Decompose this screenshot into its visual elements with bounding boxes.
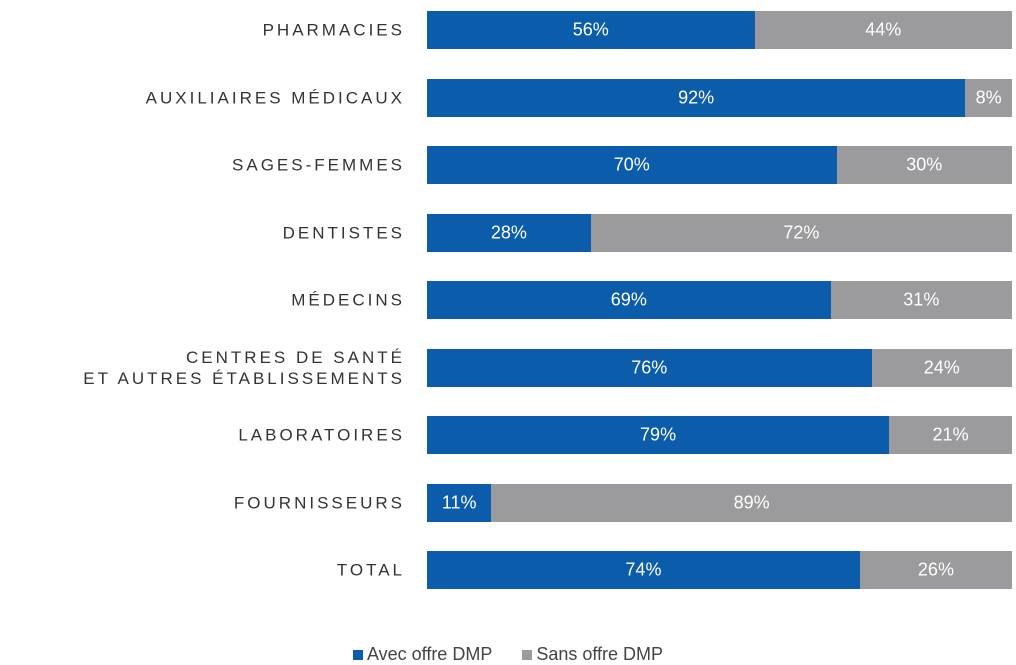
bar-segment — [427, 11, 755, 49]
category-label: AUXILIAIRES MÉDICAUX — [145, 88, 405, 107]
value-label: 76% — [631, 357, 668, 377]
value-label: 89% — [733, 492, 770, 512]
legend-label: Sans offre DMP — [536, 644, 664, 664]
legend-item: Avec offre DMP — [352, 644, 493, 665]
category-label: FOURNISSEURS — [233, 493, 405, 512]
value-label: 30% — [906, 154, 943, 175]
category-label: DENTISTES — [282, 223, 405, 242]
value-label: 28% — [490, 222, 527, 242]
legend-swatch — [522, 649, 533, 660]
value-label: 44% — [865, 19, 902, 40]
value-label: 70% — [613, 154, 650, 175]
bar-segment — [871, 348, 1012, 387]
value-label: 72% — [783, 222, 820, 242]
value-label: 21% — [932, 424, 969, 445]
bar-segment — [754, 11, 1012, 49]
category-label: CENTRES DE SANTÉ ET AUTRES ÉTABLISSEMENT… — [83, 347, 405, 388]
value-label: 56% — [572, 19, 609, 40]
value-label: 26% — [917, 559, 954, 580]
bar-segment — [427, 416, 890, 454]
category-label: LABORATOIRES — [238, 425, 405, 445]
bar-segment — [836, 146, 1012, 184]
category-label: PHARMACIES — [262, 20, 405, 40]
bar-segment — [427, 213, 591, 252]
legend: Avec offre DMP Sans offre DMP — [0, 644, 1016, 665]
value-label: 69% — [610, 289, 647, 310]
bar-segment — [427, 551, 860, 589]
bar-segment — [889, 416, 1012, 454]
bar-segment — [427, 348, 872, 387]
legend-label: Avec offre DMP — [366, 644, 493, 664]
bar-segment — [965, 78, 1012, 117]
legend-item: Sans offre DMP — [522, 644, 663, 665]
value-label: 31% — [903, 289, 940, 310]
bar-segment — [859, 551, 1012, 589]
value-label: 92% — [678, 87, 715, 107]
bar-segment — [427, 146, 837, 184]
value-label: 11% — [441, 492, 477, 512]
value-label: 24% — [923, 357, 960, 377]
category-label: TOTAL — [336, 560, 405, 580]
bar-segment — [830, 281, 1012, 319]
category-label: SAGES-FEMMES — [232, 155, 405, 175]
bar-segment — [590, 213, 1012, 252]
legend-swatch — [352, 649, 363, 660]
category-label: MÉDECINS — [291, 290, 405, 310]
value-label: 8% — [975, 87, 1002, 107]
value-label: 79% — [640, 424, 677, 445]
value-label: 74% — [625, 559, 662, 580]
bar-segment — [491, 483, 1012, 522]
bar-segment — [427, 281, 831, 319]
bar-segment — [427, 78, 966, 117]
bar-segment — [427, 483, 492, 522]
